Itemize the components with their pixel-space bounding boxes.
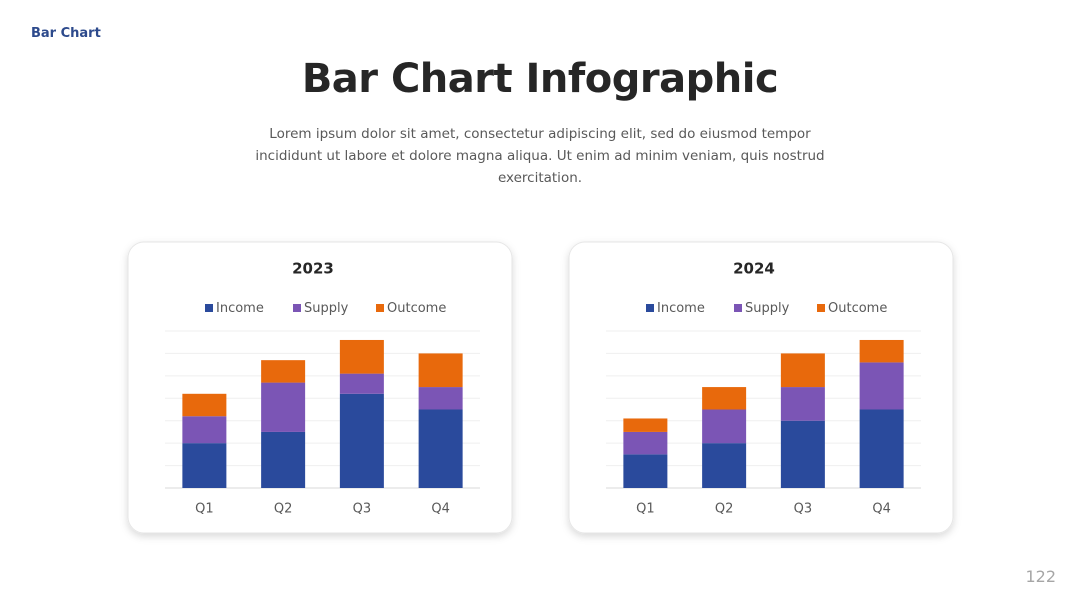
legend-swatch — [734, 304, 742, 312]
bar-segment — [182, 443, 227, 488]
bar-segment — [623, 418, 668, 432]
legend-label: Outcome — [828, 301, 887, 316]
x-tick-label: Q2 — [274, 502, 293, 517]
x-tick-label: Q1 — [195, 502, 214, 517]
chart-title: 2024 — [733, 260, 775, 278]
chart-title: 2023 — [292, 260, 334, 278]
bar-segment — [623, 431, 668, 455]
bar-segment — [339, 339, 384, 374]
bar-segment — [859, 409, 904, 488]
bar-segment — [859, 339, 904, 363]
bar-segment — [418, 353, 463, 388]
legend-label: Income — [657, 301, 705, 316]
bar-segment — [339, 393, 384, 488]
bar-segment — [780, 387, 825, 421]
bar-segment — [702, 409, 747, 444]
legend-swatch — [376, 304, 384, 312]
x-tick-label: Q2 — [715, 502, 734, 517]
x-tick-label: Q1 — [636, 502, 655, 517]
bar-segment — [780, 353, 825, 388]
legend-label: Supply — [304, 301, 349, 316]
legend-label: Supply — [745, 301, 790, 316]
section-tag: Bar Chart — [31, 26, 101, 41]
x-tick-label: Q4 — [872, 502, 891, 517]
legend-swatch — [817, 304, 825, 312]
x-tick-label: Q3 — [794, 502, 813, 517]
page-number: 122 — [1025, 567, 1056, 586]
bar-segment — [859, 362, 904, 410]
bar-segment — [623, 454, 668, 488]
bar-segment — [780, 420, 825, 488]
bar-segment — [261, 360, 306, 383]
bar-segment — [418, 409, 463, 488]
legend-label: Income — [216, 301, 264, 316]
bar-segment — [182, 393, 227, 417]
bar-segment — [702, 443, 747, 488]
legend-swatch — [646, 304, 654, 312]
bar-segment — [418, 387, 463, 410]
bar-segment — [261, 431, 306, 488]
x-tick-label: Q4 — [431, 502, 450, 517]
x-tick-label: Q3 — [353, 502, 372, 517]
legend-swatch — [293, 304, 301, 312]
bar-segment — [261, 382, 306, 432]
bar-segment — [339, 373, 384, 394]
legend-label: Outcome — [387, 301, 446, 316]
bar-segment — [702, 387, 747, 410]
bar-segment — [182, 416, 227, 444]
legend-swatch — [205, 304, 213, 312]
slide-title: Bar Chart Infographic — [301, 56, 779, 102]
slide-subtitle: Lorem ipsum dolor sit amet, consectetur … — [255, 126, 825, 186]
